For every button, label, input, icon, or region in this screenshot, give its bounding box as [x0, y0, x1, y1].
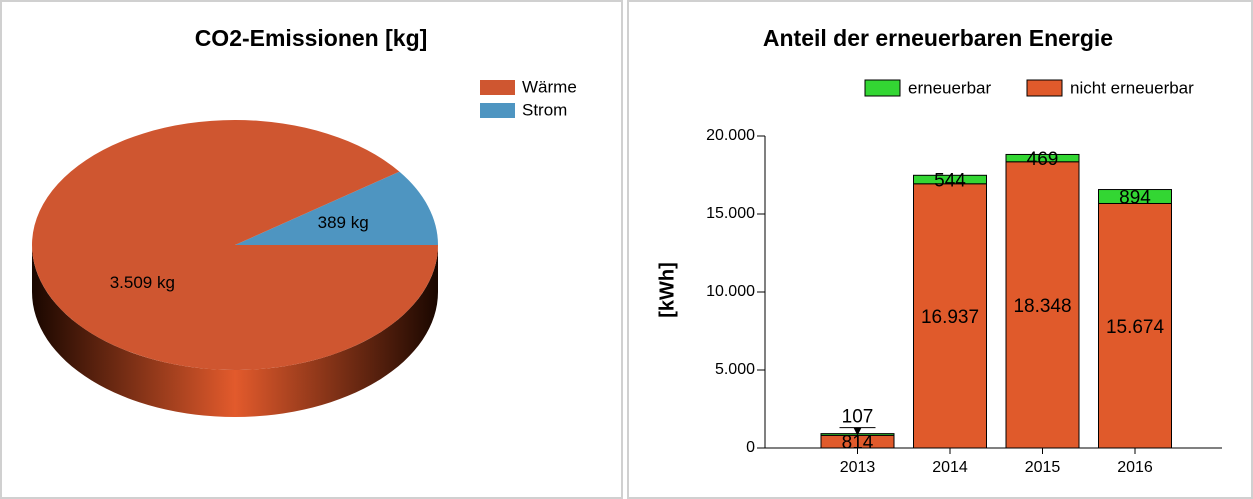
- data-label: 814: [842, 433, 874, 454]
- data-label: 894: [1119, 188, 1151, 209]
- legend-label: Strom: [522, 100, 567, 119]
- label-arrow: [853, 427, 862, 436]
- bar-segment: [1098, 202, 1172, 449]
- pie-slice: [32, 120, 439, 371]
- pie-slice: [235, 171, 438, 245]
- y-tick-label: 15.000: [706, 205, 755, 222]
- x-tick-label: 2015: [1025, 459, 1061, 476]
- legend-swatch: [864, 79, 901, 97]
- panel: [627, 0, 1253, 499]
- legend-swatch: [1026, 79, 1063, 97]
- data-label: 469: [1027, 149, 1059, 170]
- bar-segment: [1098, 189, 1172, 204]
- data-label: 107: [842, 407, 874, 428]
- legend-label: nicht erneuerbar: [1070, 78, 1194, 97]
- chart-title: CO2-Emissionen [kg]: [195, 25, 428, 51]
- data-label: 16.937: [921, 307, 979, 328]
- data-label: 389 kg: [318, 213, 369, 232]
- data-label: 18.348: [1013, 296, 1071, 317]
- bar-segment: [1005, 153, 1080, 163]
- data-label: 15.674: [1106, 317, 1165, 338]
- y-tick-label: 20.000: [706, 127, 755, 144]
- bar-segment: [913, 183, 987, 449]
- y-tick-label: 5.000: [715, 361, 755, 378]
- legend-label: Wärme: [522, 77, 577, 96]
- x-tick-label: 2016: [1117, 459, 1153, 476]
- bar-segment: [913, 174, 987, 185]
- y-tick-label: 10.000: [706, 283, 755, 300]
- panel: [0, 0, 623, 499]
- y-tick-label: 0: [746, 439, 755, 456]
- legend-label: erneuerbar: [908, 78, 992, 97]
- data-label: 3.509 kg: [110, 273, 175, 292]
- x-tick-label: 2013: [840, 459, 876, 476]
- data-label: 544: [934, 171, 966, 192]
- bar-segment: [1005, 161, 1080, 449]
- legend-swatch: [480, 80, 515, 95]
- x-tick-label: 2014: [932, 459, 968, 476]
- legend-swatch: [480, 103, 515, 118]
- pie-side: [32, 245, 438, 417]
- y-axis-label: [kWh]: [656, 262, 678, 318]
- chart-title: Anteil der erneuerbaren Energie: [763, 25, 1113, 51]
